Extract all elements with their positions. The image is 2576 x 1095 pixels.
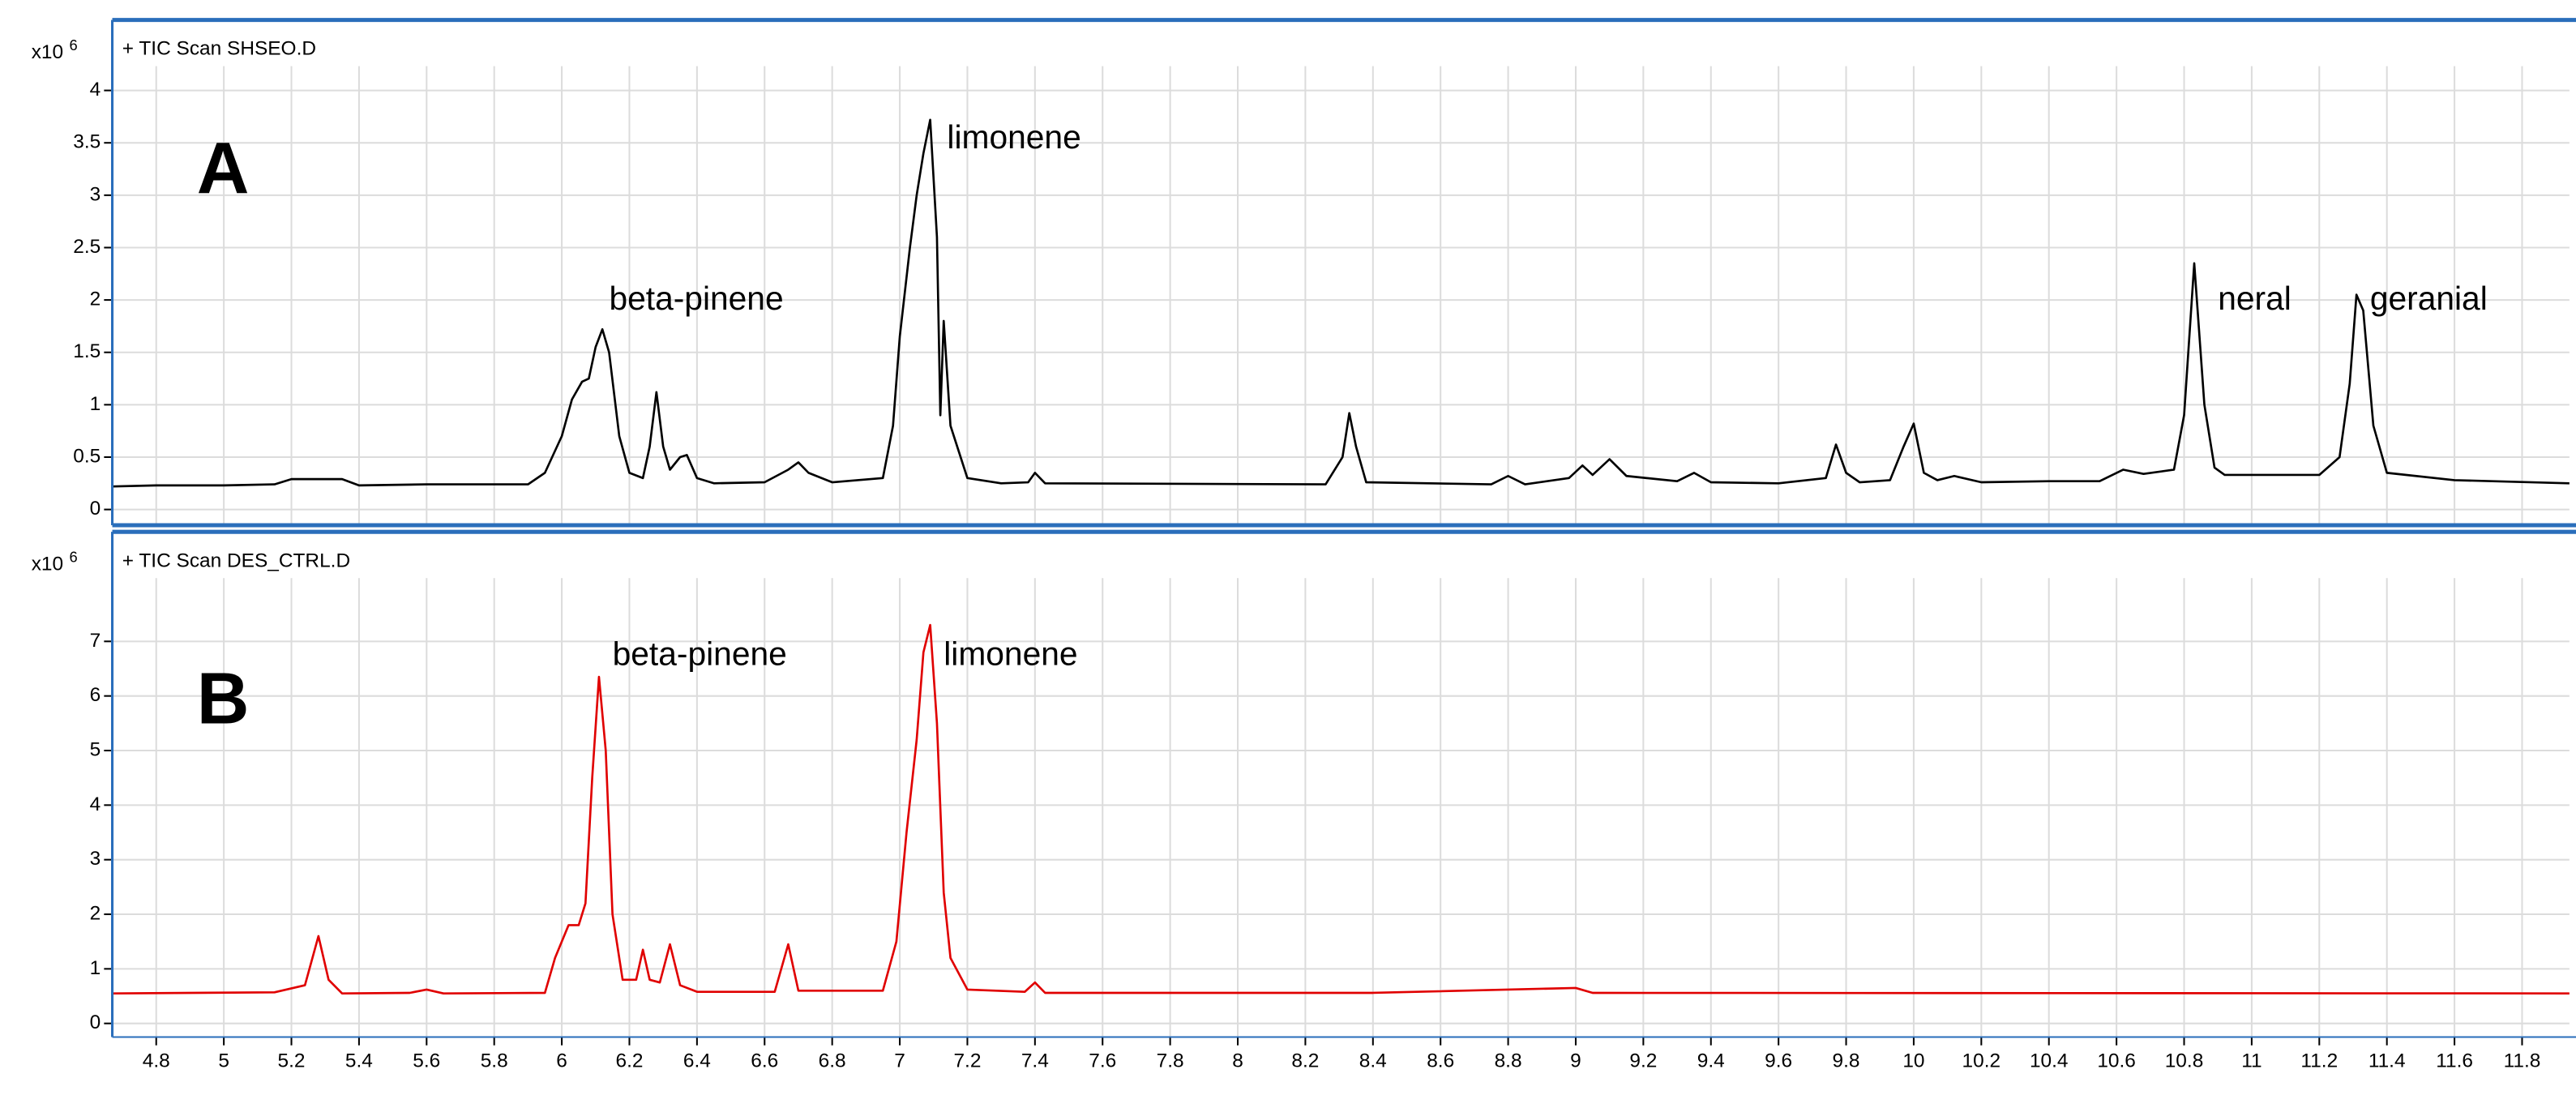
x-tick-label: 8 bbox=[1232, 1050, 1243, 1072]
x-tick-label: 11 bbox=[2241, 1050, 2261, 1072]
x-tick-label: 4.8 bbox=[143, 1050, 170, 1072]
y-tick-label: 1 bbox=[90, 393, 101, 415]
y-tick-label: 7 bbox=[90, 630, 101, 652]
y-tick-label: 2 bbox=[90, 902, 101, 924]
x-tick-label: 9.2 bbox=[1629, 1050, 1657, 1072]
x-tick-label: 6.4 bbox=[683, 1050, 711, 1072]
x-tick-label: 10.2 bbox=[1962, 1050, 2001, 1072]
x-tick-label: 8.8 bbox=[1495, 1050, 1522, 1072]
y-multiplier-exponent: 6 bbox=[70, 549, 78, 566]
y-tick-label: 1 bbox=[90, 957, 101, 979]
panel-title: + TIC Scan DES_CTRL.D bbox=[122, 550, 350, 571]
x-tick-label: 5.6 bbox=[413, 1050, 440, 1072]
y-tick-label: 3 bbox=[90, 183, 101, 205]
x-tick-label: 7.8 bbox=[1157, 1050, 1184, 1072]
peak-label: beta-pinene bbox=[609, 280, 783, 317]
y-tick-label: 4 bbox=[90, 79, 101, 101]
trace bbox=[112, 118, 2570, 488]
panel-title: + TIC Scan SHSEO.D bbox=[122, 38, 316, 60]
peak-label: limonene bbox=[947, 118, 1080, 156]
x-tick-label: 5.4 bbox=[345, 1050, 373, 1072]
y-tick-label: 2 bbox=[90, 289, 101, 310]
x-tick-label: 10.4 bbox=[2030, 1050, 2069, 1072]
x-tick-label: 6 bbox=[556, 1050, 567, 1072]
x-tick-label: 8.4 bbox=[1359, 1050, 1387, 1072]
x-tick-label: 10 bbox=[1902, 1050, 1924, 1072]
panel-background bbox=[112, 19, 2570, 525]
trace bbox=[112, 623, 2570, 994]
x-tick-label: 6.6 bbox=[751, 1050, 778, 1072]
panel-background bbox=[112, 532, 2570, 1037]
panel-label: A bbox=[197, 128, 250, 209]
peak-label: neral bbox=[2218, 280, 2291, 317]
x-tick-label: 5.2 bbox=[278, 1050, 306, 1072]
peak-label: geranial bbox=[2370, 280, 2488, 317]
x-tick-label: 5.8 bbox=[481, 1050, 508, 1072]
y-tick-label: 0.5 bbox=[73, 445, 101, 467]
y-tick-label: 0 bbox=[90, 498, 101, 520]
y-tick-label: 3 bbox=[90, 848, 101, 870]
x-tick-label: 9.8 bbox=[1833, 1050, 1860, 1072]
panel-label: B bbox=[197, 657, 250, 738]
x-tick-label: 9.6 bbox=[1765, 1050, 1792, 1072]
x-tick-label: 8.6 bbox=[1427, 1050, 1454, 1072]
y-tick-label: 1.5 bbox=[73, 340, 101, 362]
x-tick-label: 11.2 bbox=[2300, 1050, 2338, 1072]
x-tick-label: 7.2 bbox=[953, 1050, 981, 1072]
x-tick-label: 5 bbox=[218, 1050, 229, 1072]
y-tick-label: 2.5 bbox=[73, 236, 101, 258]
y-tick-label: 3.5 bbox=[73, 131, 101, 153]
peak-label: beta-pinene bbox=[613, 635, 787, 672]
y-multiplier: x10 bbox=[32, 553, 63, 575]
x-tick-label: 7 bbox=[894, 1050, 905, 1072]
x-tick-label: 7.4 bbox=[1021, 1050, 1049, 1072]
x-tick-label: 11.6 bbox=[2436, 1050, 2473, 1072]
y-tick-label: 0 bbox=[90, 1012, 101, 1033]
x-tick-label: 6.8 bbox=[819, 1050, 846, 1072]
x-tick-label: 11.4 bbox=[2368, 1050, 2406, 1072]
x-tick-label: 6.2 bbox=[615, 1050, 643, 1072]
x-tick-label: 7.6 bbox=[1089, 1050, 1116, 1072]
y-tick-label: 6 bbox=[90, 684, 101, 706]
y-multiplier: x10 bbox=[32, 41, 63, 63]
x-tick-label: 10.6 bbox=[2097, 1050, 2136, 1072]
x-tick-label: 8.2 bbox=[1291, 1050, 1319, 1072]
x-tick-label: 11.8 bbox=[2504, 1050, 2541, 1072]
y-tick-label: 5 bbox=[90, 738, 101, 760]
y-multiplier-exponent: 6 bbox=[70, 36, 78, 53]
y-tick-label: 4 bbox=[90, 793, 101, 815]
x-tick-label: 9.4 bbox=[1697, 1050, 1725, 1072]
x-tick-label: 9 bbox=[1570, 1050, 1581, 1072]
x-tick-label: 10.8 bbox=[2165, 1050, 2204, 1072]
peak-label: limonene bbox=[944, 635, 1077, 672]
